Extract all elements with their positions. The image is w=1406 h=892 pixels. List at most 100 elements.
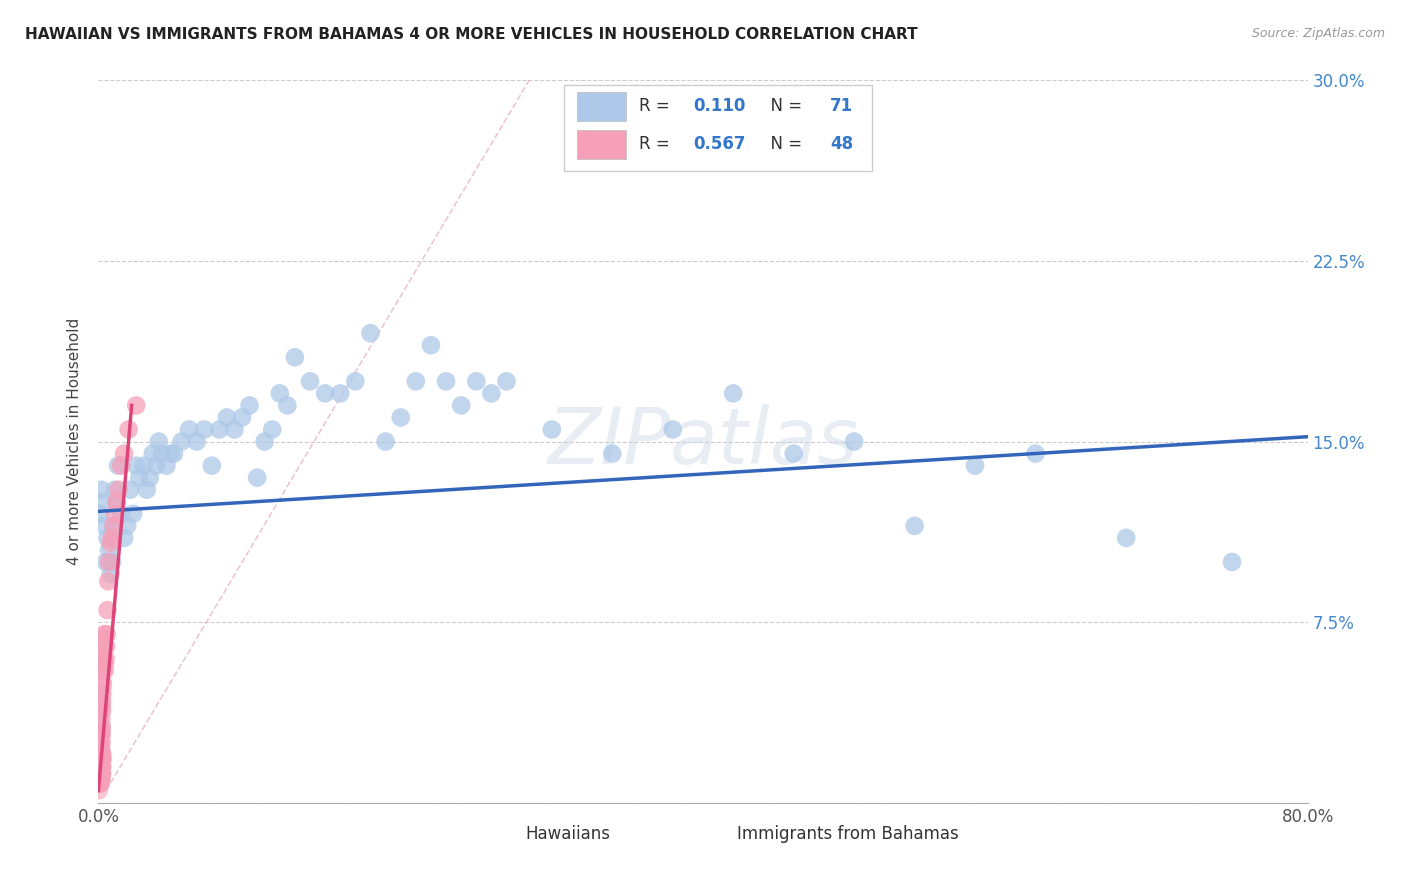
Point [208, 422, 231, 436]
Point [96, 603, 118, 617]
Text: Immigrants from Bahamas: Immigrants from Bahamas [737, 825, 959, 843]
Point [170, 434, 193, 449]
Point [89, 772, 111, 786]
Point [420, 338, 443, 352]
Point [89, 752, 111, 766]
Text: N =: N = [759, 135, 807, 153]
Point [93, 639, 115, 653]
Point [540, 422, 562, 436]
Point [120, 483, 142, 497]
Point [90, 760, 112, 774]
FancyBboxPatch shape [564, 86, 872, 170]
Point [163, 446, 186, 460]
Point [91, 752, 114, 766]
Point [465, 374, 488, 388]
Point [135, 483, 157, 497]
Point [90, 767, 112, 781]
FancyBboxPatch shape [478, 822, 517, 847]
Point [90, 735, 112, 749]
Point [91, 656, 114, 670]
Point [90, 760, 112, 774]
Point [89, 776, 111, 790]
Point [128, 470, 150, 484]
Point [179, 422, 201, 436]
Point [160, 446, 183, 460]
Point [90, 772, 112, 786]
Point [108, 483, 131, 497]
Point [90, 747, 112, 762]
Point [89, 767, 111, 781]
Point [253, 434, 276, 449]
Text: R =: R = [638, 135, 675, 153]
Point [90, 699, 112, 714]
Point [314, 386, 336, 401]
Point [94, 656, 117, 670]
Point [90, 752, 112, 766]
Point [91, 704, 114, 718]
Point [405, 374, 427, 388]
Point [132, 458, 155, 473]
Point [89, 752, 111, 766]
Point [96, 531, 118, 545]
Point [90, 776, 112, 790]
Point [89, 507, 111, 521]
Point [89, 776, 111, 790]
Point [91, 767, 114, 781]
Point [90, 747, 112, 762]
Point [91, 687, 114, 701]
Point [94, 664, 117, 678]
Point [1024, 446, 1046, 460]
Point [103, 518, 125, 533]
Point [89, 752, 111, 766]
Point [118, 422, 141, 436]
Point [93, 518, 115, 533]
Point [90, 752, 112, 766]
Point [98, 555, 121, 569]
Y-axis label: 4 or more Vehicles in Household: 4 or more Vehicles in Household [67, 318, 83, 566]
Point [91, 664, 114, 678]
Text: N =: N = [759, 96, 807, 114]
Point [142, 446, 165, 460]
Point [110, 507, 132, 521]
Point [139, 470, 162, 484]
Text: 0.567: 0.567 [693, 135, 745, 153]
Point [90, 752, 112, 766]
Point [125, 398, 148, 412]
Point [90, 728, 112, 742]
Point [904, 518, 927, 533]
Point [90, 723, 112, 738]
Point [90, 743, 112, 757]
Point [89, 776, 111, 790]
Point [150, 446, 173, 460]
Point [89, 743, 111, 757]
Point [93, 632, 115, 646]
Point [89, 767, 111, 781]
Point [103, 518, 125, 533]
Point [91, 695, 114, 709]
Point [90, 772, 112, 786]
Point [91, 494, 114, 508]
Point [224, 422, 246, 436]
Point [91, 735, 114, 749]
Point [360, 326, 382, 340]
Point [231, 410, 253, 425]
Point [107, 458, 129, 473]
Point [91, 680, 114, 694]
Point [89, 776, 111, 790]
Point [1220, 555, 1243, 569]
Point [276, 398, 298, 412]
Point [104, 507, 127, 521]
Point [374, 434, 396, 449]
Point [91, 767, 114, 781]
Point [269, 386, 291, 401]
Point [89, 760, 111, 774]
Point [148, 434, 170, 449]
Point [90, 767, 112, 781]
Point [91, 747, 114, 762]
Point [89, 784, 111, 798]
Point [90, 728, 112, 742]
Point [91, 772, 114, 786]
Point [91, 752, 114, 766]
Point [89, 764, 111, 779]
Point [89, 772, 111, 786]
